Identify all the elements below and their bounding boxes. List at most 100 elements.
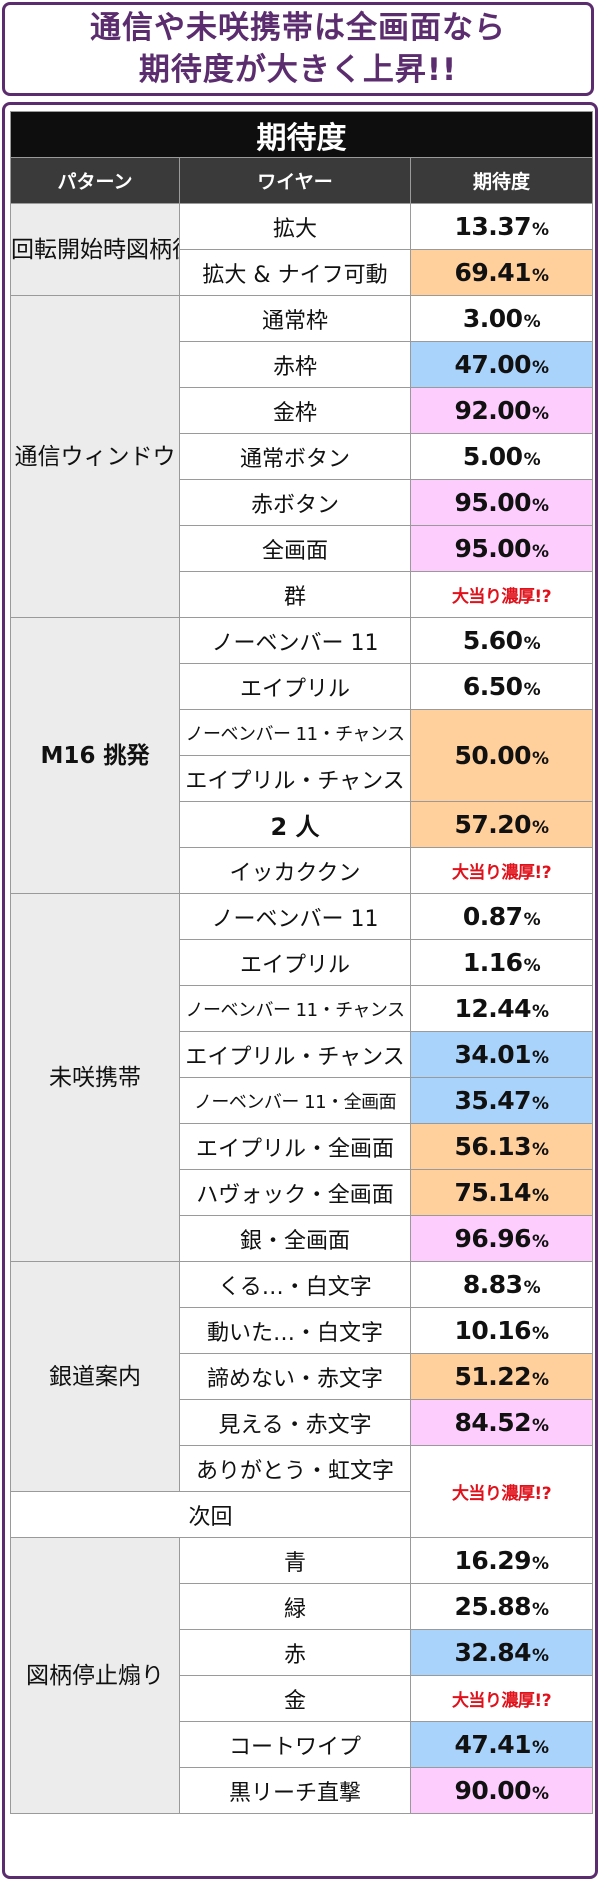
percent-sign: % xyxy=(532,818,549,838)
header-pattern: パターン xyxy=(10,157,180,204)
wire-cell: 青 xyxy=(179,1537,411,1584)
expectation-cell: 8.83% xyxy=(409,1261,594,1308)
table-row: 赤ボタン 95.00% xyxy=(11,479,594,526)
percent-sign: % xyxy=(523,450,541,470)
table-row: ノーベンバー 11・全画面 35.47% xyxy=(11,1077,594,1124)
table-row: ハヴォック・全画面 75.14% xyxy=(11,1169,594,1216)
expectation-value: 96.96 xyxy=(454,1224,532,1253)
table-row: エイプリル 1.16% xyxy=(11,939,594,986)
expectation-cell: 34.01% xyxy=(409,1031,594,1078)
expectation-cell: 1.16% xyxy=(409,939,594,986)
table-row: エイプリル・チャンス xyxy=(11,755,593,802)
expectation-value: 34.01 xyxy=(454,1040,532,1069)
table-row: 拡大 & ナイフ可動 69.41% xyxy=(11,249,594,296)
expectation-value: 5.60 xyxy=(462,626,523,655)
wire-cell: 銀・全画面 xyxy=(179,1215,411,1262)
table-row: 2 人 57.20% xyxy=(11,801,594,848)
expectation-value: 95.00 xyxy=(454,534,532,563)
percent-sign: % xyxy=(523,680,541,700)
expectation-cell: 10.16% xyxy=(409,1307,594,1354)
percent-sign: % xyxy=(532,1416,549,1436)
expectation-value: 0.87 xyxy=(462,902,523,931)
table-row: ノーベンバー 11・チャンス 50.00% xyxy=(11,709,594,802)
table-row: 金 大当り濃厚!? xyxy=(11,1675,594,1722)
expectation-cell: 0.87% xyxy=(409,893,594,940)
wire-cell: ノーベンバー 11 xyxy=(179,617,411,664)
pattern-cell: 図柄停止煽り xyxy=(10,1537,180,1814)
expectation-value: 95.00 xyxy=(454,488,532,517)
wire-cell: 拡大 xyxy=(179,203,411,250)
table-row: 図柄停止煽り 青 16.29% xyxy=(10,1537,594,1814)
wire-cell: 通常ボタン xyxy=(179,433,411,480)
wire-cell: ノーベンバー 11 xyxy=(179,893,411,940)
wire-cell: 全画面 xyxy=(179,525,411,572)
expectation-value: 13.37 xyxy=(454,212,532,241)
percent-sign: % xyxy=(532,1554,549,1574)
table-row: 諦めない・赤文字 51.22% xyxy=(11,1353,594,1400)
percent-sign: % xyxy=(532,266,549,286)
expectation-cell: 92.00% xyxy=(409,387,594,434)
expectation-cell: 25.88% xyxy=(409,1583,594,1630)
expectation-cell: 47.00% xyxy=(409,341,594,388)
pattern-cell: 回転開始時図柄役モノ xyxy=(10,203,180,296)
expectation-value: 1.16 xyxy=(462,948,523,977)
table-row: 見える・赤文字 84.52% xyxy=(11,1399,594,1446)
percent-sign: % xyxy=(532,1186,549,1206)
expectation-cell: 69.41% xyxy=(409,249,594,296)
wire-cell: 通常枠 xyxy=(179,295,411,342)
table-row: 次回 xyxy=(10,1491,593,1538)
header-wire: ワイヤー xyxy=(179,157,411,204)
percent-sign: % xyxy=(532,542,549,562)
wire-cell: 動いた…・白文字 xyxy=(179,1307,411,1354)
expectation-cell: 95.00% xyxy=(409,479,594,526)
wire-cell: エイプリル・全画面 xyxy=(179,1123,411,1170)
percent-sign: % xyxy=(523,910,541,930)
wire-cell: 緑 xyxy=(179,1583,411,1630)
percent-sign: % xyxy=(532,1646,549,1666)
wire-cell: 拡大 & ナイフ可動 xyxy=(179,249,411,296)
wire-cell: 赤 xyxy=(179,1629,411,1676)
pattern-cell: 銀道案内 xyxy=(10,1261,180,1492)
expectation-cell: 12.44% xyxy=(409,985,594,1032)
expectation-value: 5.00 xyxy=(462,442,523,471)
pattern-cell: 未咲携帯 xyxy=(10,893,180,1262)
wire-cell: ハヴォック・全画面 xyxy=(179,1169,411,1216)
expectation-value: 90.00 xyxy=(454,1776,532,1805)
expectation-value: 16.29 xyxy=(454,1546,532,1575)
table-row: 全画面 95.00% xyxy=(11,525,594,572)
percent-sign: % xyxy=(532,1094,549,1114)
jackpot-cell: 大当り濃厚!? xyxy=(409,1445,594,1538)
wire-cell: 諦めない・赤文字 xyxy=(179,1353,411,1400)
wire-cell: イッカククン xyxy=(179,847,411,894)
percent-sign: % xyxy=(532,1002,549,1022)
table-row: ありがとう・虹文字 大当り濃厚!? xyxy=(11,1445,594,1538)
wire-cell: くる…・白文字 xyxy=(179,1261,411,1308)
table-row: 通信ウィンドウ 通常枠 3.00% xyxy=(10,295,594,618)
table-row: 緑 25.88% xyxy=(11,1583,594,1630)
table-row: 回転開始時図柄役モノ 拡大 13.37% xyxy=(10,203,594,296)
percent-sign: % xyxy=(532,1370,549,1390)
expectation-cell: 16.29% xyxy=(409,1537,594,1584)
wire-cell: 見える・赤文字 xyxy=(179,1399,411,1446)
percent-sign: % xyxy=(532,1048,549,1068)
expectation-cell: 96.96% xyxy=(409,1215,594,1262)
expectation-cell: 95.00% xyxy=(409,525,594,572)
expectation-value: 47.41 xyxy=(454,1730,532,1759)
expectation-value: 10.16 xyxy=(454,1316,532,1345)
jackpot-cell: 大当り濃厚!? xyxy=(409,571,594,618)
percent-sign: % xyxy=(532,1324,549,1344)
percent-sign: % xyxy=(523,634,541,654)
percent-sign: % xyxy=(532,1738,549,1758)
pattern-cell: 通信ウィンドウ xyxy=(10,295,180,618)
percent-sign: % xyxy=(532,1600,549,1620)
wire-cell: 金 xyxy=(179,1675,411,1722)
expectation-cell: 32.84% xyxy=(409,1629,594,1676)
table-row: 動いた…・白文字 10.16% xyxy=(11,1307,594,1354)
expectation-cell: 3.00% xyxy=(409,295,594,342)
next-time-cell: 次回 xyxy=(10,1491,411,1538)
table-row: 金枠 92.00% xyxy=(11,387,594,434)
expectation-table: 期待度 パターン ワイヤー 期待度 回転開始時図柄役モノ 拡大 13.37% 拡… xyxy=(9,111,594,1814)
wire-cell: コートワイプ xyxy=(179,1721,411,1768)
wire-cell: エイプリル・チャンス xyxy=(179,755,411,802)
header-expectation: 期待度 xyxy=(409,157,594,204)
